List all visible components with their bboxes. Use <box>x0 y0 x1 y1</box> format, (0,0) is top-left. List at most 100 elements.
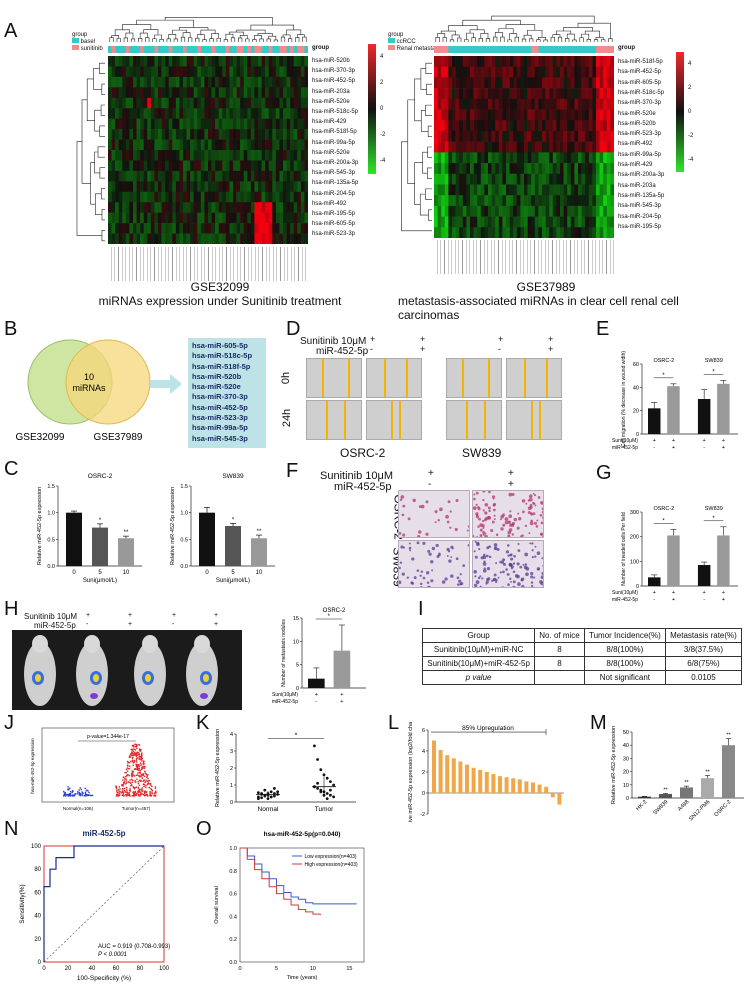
invaded-cell <box>418 505 422 509</box>
heatmap-cell <box>297 139 302 151</box>
heatmap-cell <box>283 233 287 244</box>
heatmap-cell <box>560 77 564 89</box>
heatmap-cell <box>506 120 510 132</box>
heatmap-cell <box>488 130 492 142</box>
heatmap-cell <box>459 216 464 228</box>
heatmap-cell <box>136 66 141 78</box>
bioluminescence-core <box>93 674 99 682</box>
heatmap-cell <box>570 130 575 142</box>
invaded-cell <box>420 570 424 574</box>
heatmap-cell <box>186 118 191 130</box>
dendrogram-branch <box>407 99 415 184</box>
data-point-tumor <box>143 794 146 797</box>
heatmap-cell <box>293 150 298 161</box>
heatmap-cell <box>509 56 514 68</box>
heatmap-cell <box>236 223 241 234</box>
heatmap-cell <box>186 233 191 244</box>
heatmap-cell <box>300 160 305 172</box>
heatmap-cell <box>225 223 230 234</box>
heatmap-cell <box>304 66 308 78</box>
heatmap-cell <box>488 98 492 110</box>
heatmap-cell <box>222 191 227 203</box>
y-tick-label: 0.5 <box>180 537 188 543</box>
bar <box>465 764 469 793</box>
heatmap-cell <box>229 118 234 130</box>
heatmap-cell <box>197 191 202 203</box>
invaded-cell <box>473 534 475 537</box>
heatmap-cell <box>179 202 184 213</box>
invaded-cell <box>420 582 423 586</box>
invaded-cell <box>418 530 422 534</box>
heatmap-cell <box>560 98 564 110</box>
heatmap-cell <box>122 129 127 140</box>
heatmap-cell <box>215 118 220 130</box>
heatmap-cell <box>108 118 112 130</box>
heatmap-cell <box>592 56 597 68</box>
heatmap-cell <box>480 216 485 228</box>
heatmap-cell <box>513 227 518 238</box>
heatmap-cell <box>534 152 539 164</box>
invaded-cell <box>532 501 535 505</box>
heatmap-cell <box>290 150 295 161</box>
heatmap-cell <box>297 108 302 119</box>
heatmap-cell <box>243 170 248 182</box>
heatmap-cell <box>236 181 241 193</box>
heatmap-cell <box>437 56 442 68</box>
heatmap-cell <box>215 56 220 67</box>
heatmap-cell <box>502 120 507 132</box>
heatmap-cell <box>610 130 614 142</box>
invaded-cell <box>479 528 483 532</box>
heatmap-cell <box>513 173 518 185</box>
heatmap-cell <box>516 56 521 68</box>
heatmap-cell <box>183 76 187 88</box>
heatmap-cell <box>268 108 273 119</box>
group-bar-cell <box>581 46 586 53</box>
heatmap-cell <box>222 202 227 213</box>
heatmap-cell <box>516 152 521 164</box>
data-point-tumor <box>124 771 126 774</box>
group-bar-cell <box>236 46 241 53</box>
heatmap-cell <box>222 181 227 193</box>
data-point-tumor <box>145 786 147 789</box>
heatmap-cell <box>290 233 295 244</box>
heatmap-cell <box>599 195 604 207</box>
data-point-tumor <box>118 792 121 794</box>
heatmap-cell <box>452 205 456 217</box>
heatmap-cell <box>136 56 141 67</box>
heatmap-cell <box>197 202 202 213</box>
heatmap-cell <box>488 152 492 164</box>
group-bar-cell <box>455 46 460 53</box>
heatmap-cell <box>484 56 489 68</box>
heatmap-cell <box>545 216 550 228</box>
heatmap-cell <box>165 223 170 234</box>
heatmap-cell <box>208 212 212 224</box>
heatmap-cell <box>275 87 280 99</box>
data-point-tumor <box>143 767 146 769</box>
heatmap-cell <box>118 181 123 193</box>
heatmap-cell <box>218 160 223 172</box>
heatmap-cell <box>441 163 446 175</box>
heatmap-cell <box>538 152 543 164</box>
dendrogram-branch <box>414 78 422 122</box>
heatmap-cell <box>197 212 202 224</box>
heatmap-cell <box>179 160 184 172</box>
heatmap-cell <box>193 212 198 224</box>
heatmap-cell <box>140 56 145 67</box>
data-point-tumor <box>129 781 131 784</box>
heatmap-cell <box>509 109 514 121</box>
wound-image <box>306 400 362 440</box>
heatmap-cell <box>225 56 230 67</box>
heatmap-cell <box>243 56 248 67</box>
heatmap-cell <box>585 152 590 164</box>
heatmap-cell <box>168 212 173 224</box>
heatmap-cell <box>183 170 187 182</box>
heatmap-cell <box>297 170 302 182</box>
annotation: p-value=1.344e-17 <box>87 734 129 740</box>
x-tick-label: 5 <box>275 966 278 972</box>
data-point-tumor <box>118 794 121 797</box>
heatmap-cell <box>258 191 262 203</box>
bar <box>697 399 711 434</box>
heatmap-cell <box>172 223 177 234</box>
heatmap-cell <box>527 152 532 164</box>
heatmap-cell <box>222 223 227 234</box>
